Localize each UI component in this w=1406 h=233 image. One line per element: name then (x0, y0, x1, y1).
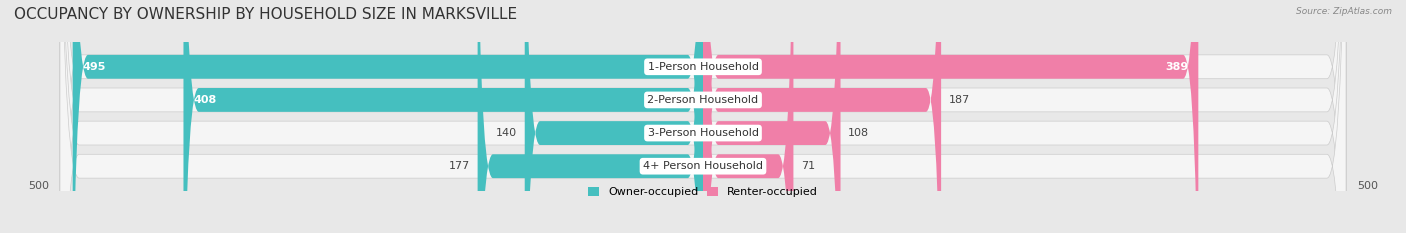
Text: 1-Person Household: 1-Person Household (648, 62, 758, 72)
FancyBboxPatch shape (183, 0, 703, 233)
Text: 408: 408 (194, 95, 217, 105)
FancyBboxPatch shape (703, 0, 841, 233)
Text: 187: 187 (949, 95, 970, 105)
Text: Source: ZipAtlas.com: Source: ZipAtlas.com (1296, 7, 1392, 16)
FancyBboxPatch shape (703, 0, 1198, 233)
FancyBboxPatch shape (703, 0, 941, 233)
FancyBboxPatch shape (478, 0, 703, 233)
FancyBboxPatch shape (524, 0, 703, 233)
FancyBboxPatch shape (60, 0, 1346, 233)
Text: OCCUPANCY BY OWNERSHIP BY HOUSEHOLD SIZE IN MARKSVILLE: OCCUPANCY BY OWNERSHIP BY HOUSEHOLD SIZE… (14, 7, 517, 22)
Text: 140: 140 (496, 128, 517, 138)
Text: 4+ Person Household: 4+ Person Household (643, 161, 763, 171)
FancyBboxPatch shape (73, 0, 703, 233)
FancyBboxPatch shape (60, 0, 1346, 233)
Text: 3-Person Household: 3-Person Household (648, 128, 758, 138)
Text: 389: 389 (1166, 62, 1188, 72)
Text: 495: 495 (83, 62, 107, 72)
Legend: Owner-occupied, Renter-occupied: Owner-occupied, Renter-occupied (588, 187, 818, 197)
Text: 71: 71 (801, 161, 815, 171)
Text: 108: 108 (848, 128, 869, 138)
FancyBboxPatch shape (60, 0, 1346, 233)
Text: 500: 500 (1357, 181, 1378, 191)
Text: 500: 500 (28, 181, 49, 191)
FancyBboxPatch shape (703, 0, 793, 233)
FancyBboxPatch shape (60, 0, 1346, 233)
Text: 177: 177 (449, 161, 470, 171)
Text: 2-Person Household: 2-Person Household (647, 95, 759, 105)
